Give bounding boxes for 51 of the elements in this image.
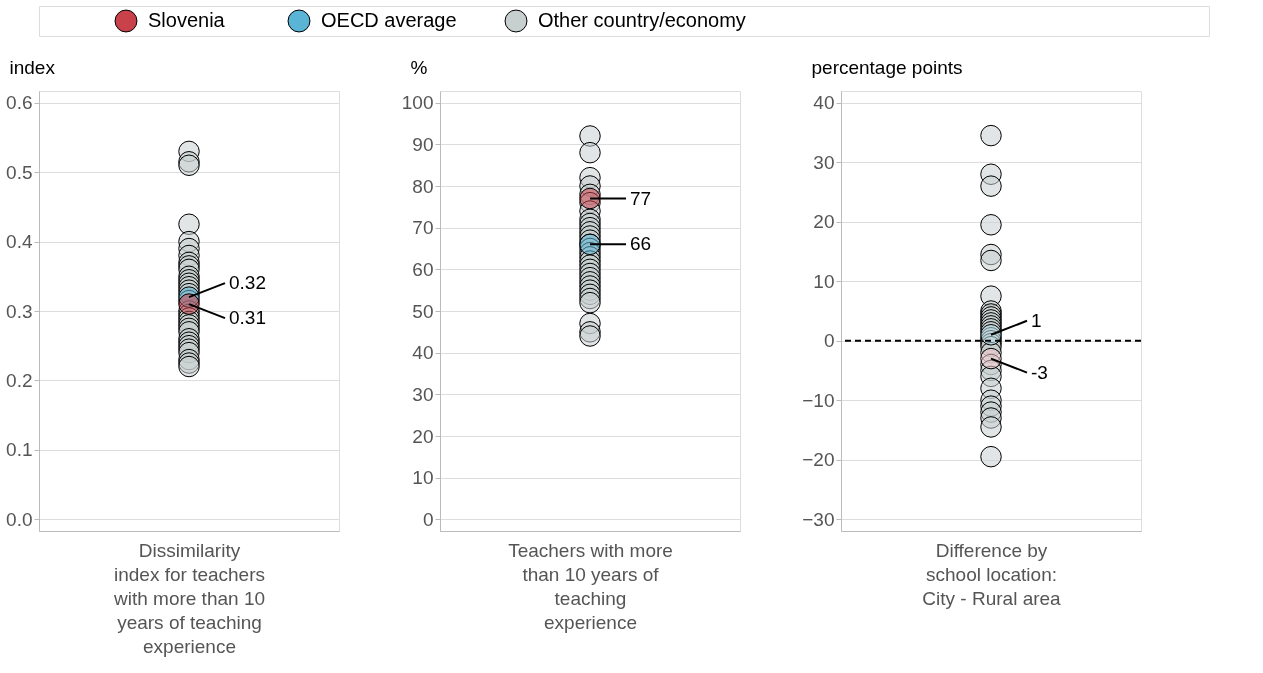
y-tick-label: 50: [412, 300, 434, 322]
data-label: 77: [630, 187, 652, 209]
y-tick-label: 0.4: [6, 231, 33, 253]
data-label: 0.32: [229, 272, 266, 294]
data-label: 0.31: [229, 307, 266, 329]
point: [980, 124, 1002, 147]
y-tick-label: 40: [412, 342, 434, 364]
legend-label: OECD average: [321, 9, 457, 31]
y-tick-label: 80: [412, 175, 434, 197]
y-tick-label: 20: [813, 211, 835, 233]
y-tick-label: 10: [813, 270, 835, 292]
y-tick-label: 10: [412, 467, 434, 489]
legend-label: Slovenia: [148, 9, 226, 31]
point: [579, 125, 601, 147]
y-tick-label: 0.3: [6, 300, 33, 322]
y-tick-label: 100: [401, 92, 434, 114]
y-tick-label: 0.6: [6, 92, 33, 114]
y-tick-label: 0: [823, 330, 835, 352]
y-tick-label: 0.5: [6, 161, 33, 183]
y-tick-label: −30: [802, 508, 835, 530]
point: [980, 249, 1002, 272]
point: [980, 175, 1002, 197]
y-axis-title: index: [9, 56, 56, 78]
y-tick-label: 70: [412, 217, 434, 239]
y-tick-label: −20: [802, 449, 835, 471]
y-tick-label: 0: [422, 508, 434, 530]
y-tick-label: 20: [412, 425, 434, 447]
y-axis-title: %: [410, 56, 428, 78]
point: [980, 347, 1002, 370]
point: [980, 416, 1002, 438]
data-label: 1: [1031, 309, 1042, 331]
point: [178, 213, 200, 235]
legend-label: Other country/economy: [538, 9, 746, 31]
data-label: -3: [1031, 361, 1048, 383]
y-tick-label: 0.2: [6, 369, 33, 391]
y-tick-label: 0.0: [6, 508, 33, 530]
x-tick-label: Teachers with more than 10 years of teaching experience: [508, 539, 673, 633]
y-tick-label: 30: [813, 151, 835, 173]
x-tick-label: Difference by school location: City - Rural area: [922, 539, 1062, 609]
point: [980, 445, 1002, 468]
point: [579, 141, 601, 164]
y-tick-label: 90: [412, 133, 434, 155]
y-tick-label: 60: [412, 258, 434, 280]
y-tick-label: 0.1: [6, 439, 33, 461]
data-label: 66: [630, 233, 652, 255]
x-tick-label: Dissimilarity index for teachers with more than 10 years of teaching experience: [112, 539, 266, 657]
y-axis-title: percentage points: [811, 56, 963, 78]
y-tick-label: 30: [412, 383, 434, 405]
y-tick-label: 40: [813, 92, 835, 114]
point: [980, 214, 1002, 236]
y-tick-label: −10: [802, 389, 835, 411]
